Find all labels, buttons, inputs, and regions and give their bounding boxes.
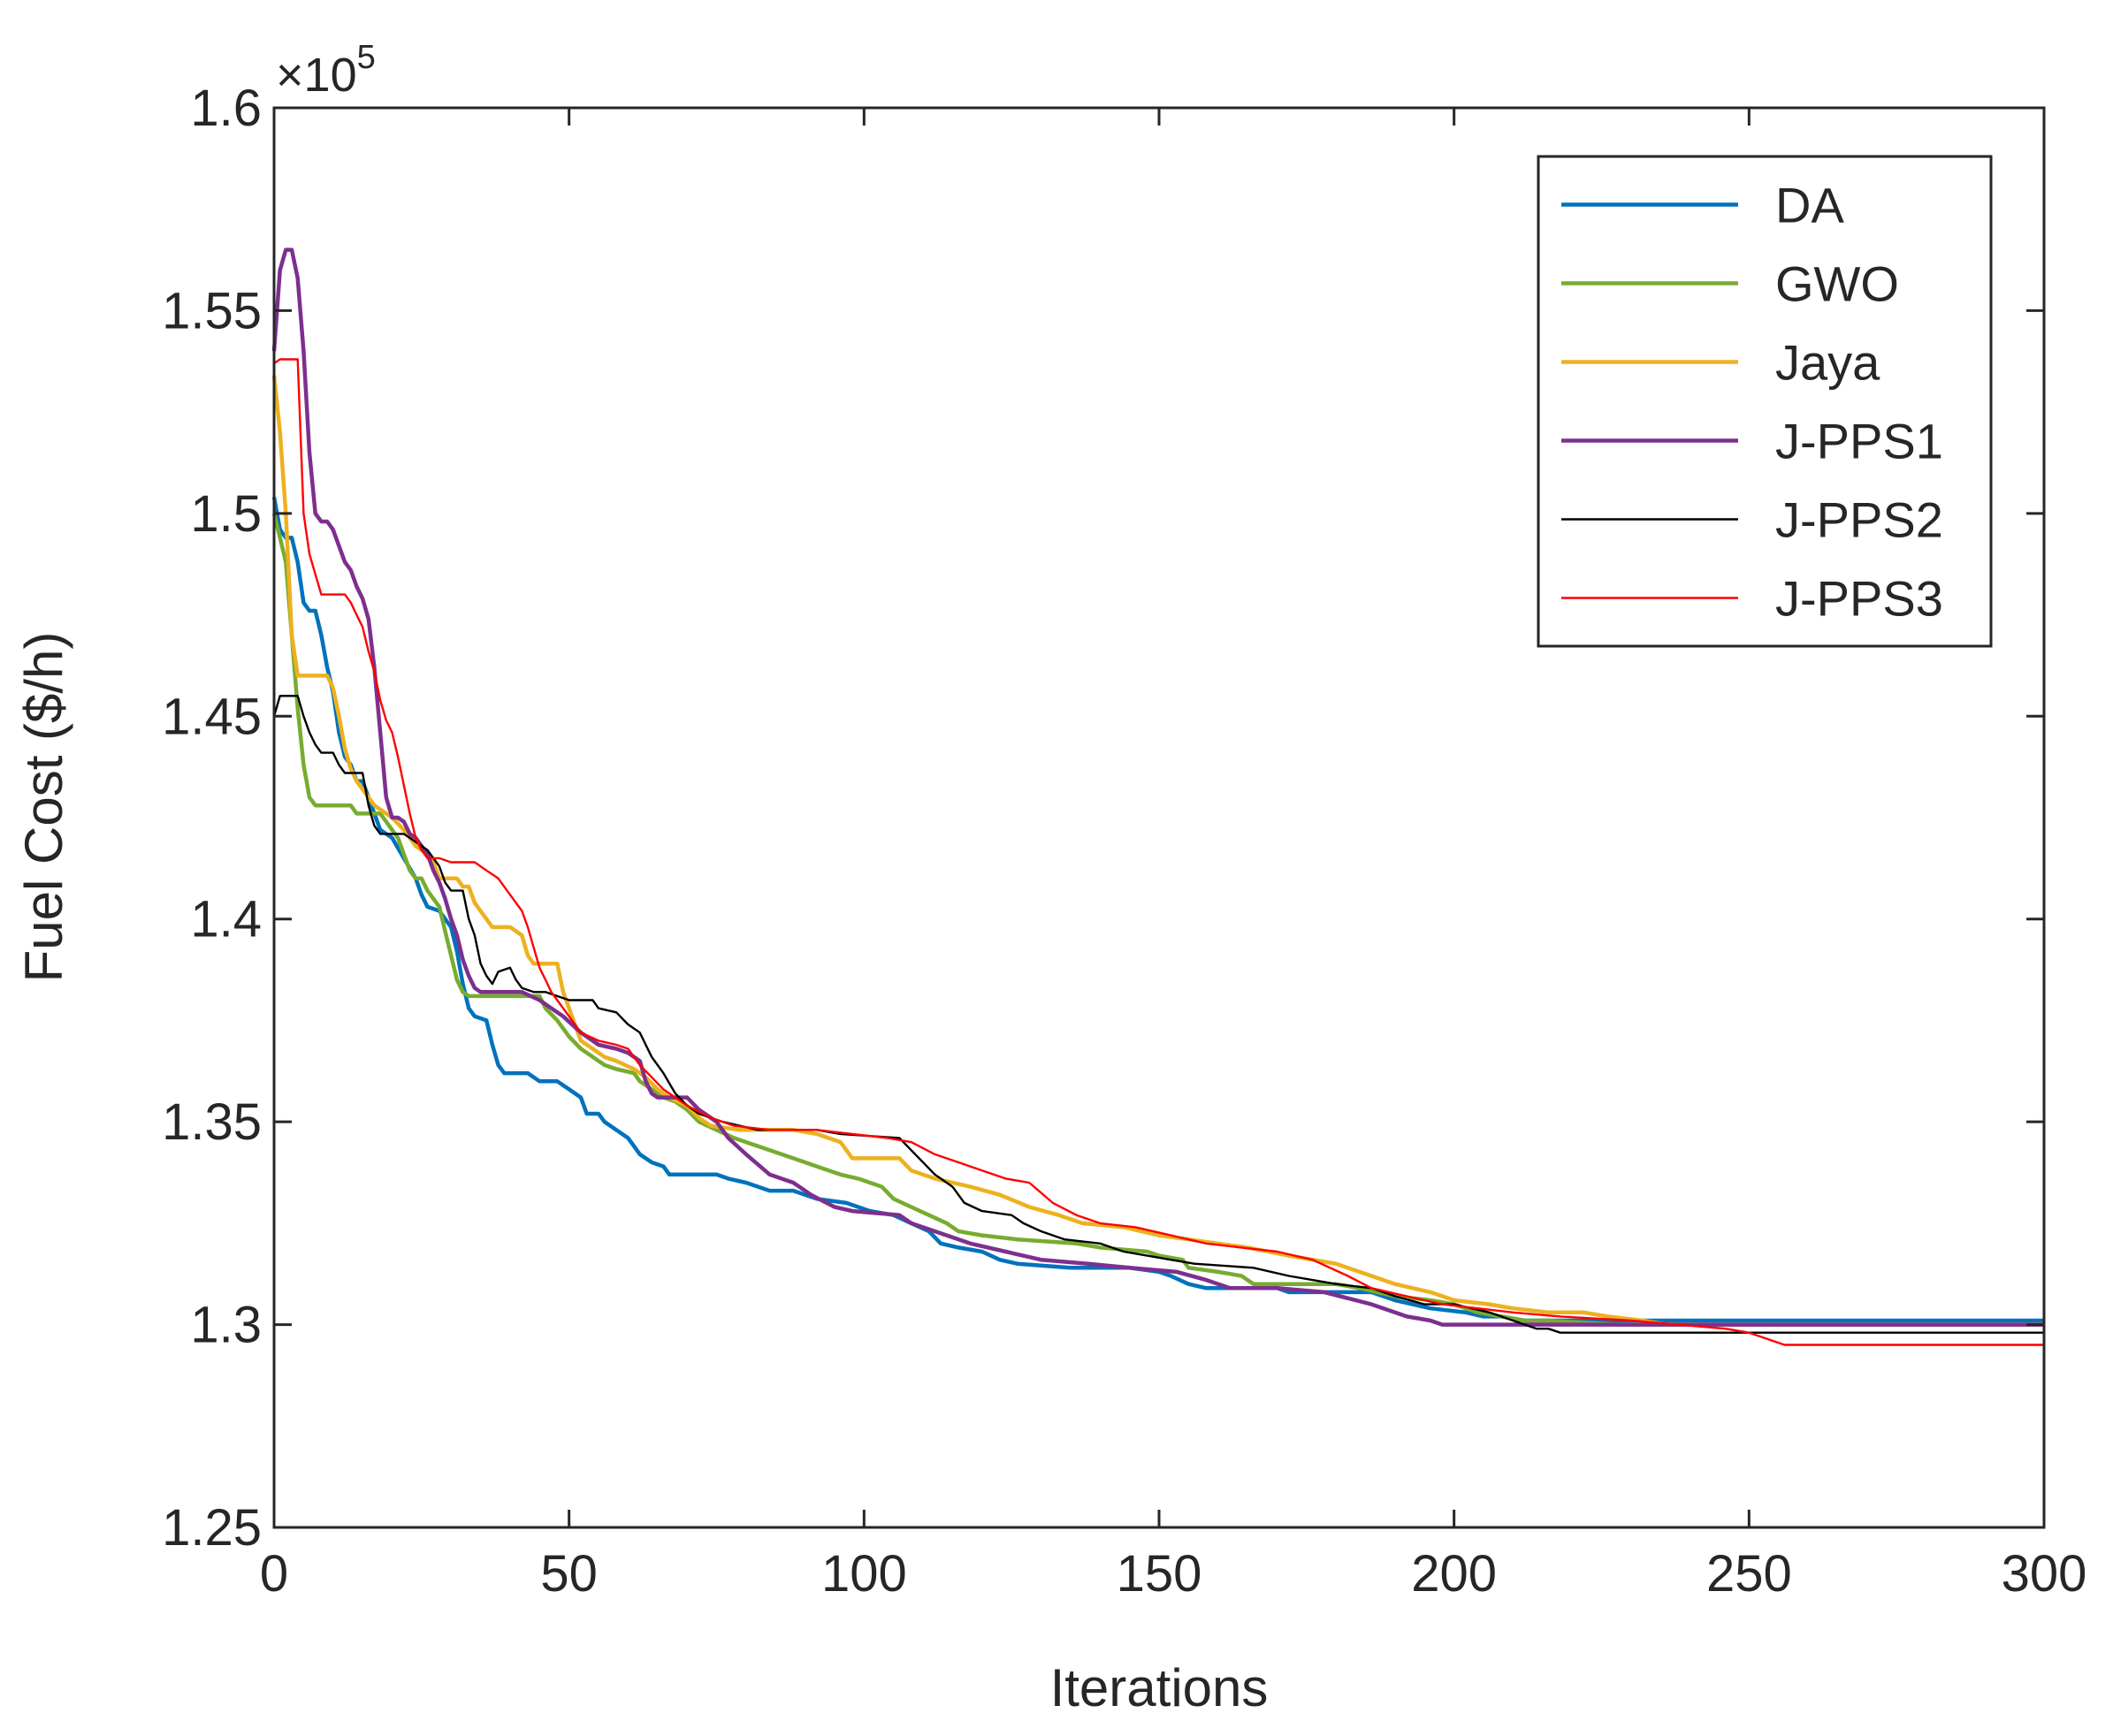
y-axis-label: Fuel Cost ($/h) bbox=[14, 632, 73, 983]
series-line-j-pps2 bbox=[272, 695, 2044, 1334]
x-tick-label: 0 bbox=[260, 1545, 288, 1603]
x-tick-label: 300 bbox=[2002, 1545, 2087, 1603]
y-tick-label: 1.6 bbox=[190, 80, 262, 137]
x-tick-label: 100 bbox=[821, 1545, 907, 1603]
y-tick-label: 1.4 bbox=[190, 891, 262, 948]
x-tick-label: 50 bbox=[540, 1545, 598, 1603]
legend: DA GWO Jaya J-PPS1 J-PPS2 J-PPS3 bbox=[1537, 155, 1993, 648]
series-lines bbox=[271, 247, 2044, 1346]
legend-label-da: DA bbox=[1775, 178, 1844, 233]
y-tick-label: 1.5 bbox=[190, 485, 262, 543]
y-tick-label: 1.3 bbox=[190, 1297, 262, 1354]
y-tick-label: 1.25 bbox=[162, 1499, 262, 1557]
legend-label-j-pps1: J-PPS1 bbox=[1775, 414, 1943, 469]
x-tick-label: 250 bbox=[1706, 1545, 1792, 1603]
tick-labels: 0 50 100 150 200 250 300 1.25 1.3 1.35 1.4 1.45 1.5 1… bbox=[162, 80, 2086, 1603]
legend-label-gwo: GWO bbox=[1775, 256, 1899, 312]
y-exponent-power: 5 bbox=[357, 39, 376, 76]
y-exponent-multiplier: ×105 bbox=[276, 39, 376, 102]
series-line-jaya bbox=[271, 375, 2044, 1327]
series-line-j-pps3 bbox=[273, 358, 2044, 1346]
y-tick-label: 1.55 bbox=[162, 282, 262, 339]
y-tick-label: 1.35 bbox=[162, 1093, 262, 1151]
series-line-gwo bbox=[271, 513, 2044, 1327]
legend-label-j-pps2: J-PPS2 bbox=[1775, 492, 1943, 548]
x-tick-label: 200 bbox=[1411, 1545, 1497, 1603]
y-tick-label: 1.45 bbox=[162, 688, 262, 745]
x-tick-label: 150 bbox=[1117, 1545, 1202, 1603]
tick-marks bbox=[272, 106, 2046, 1529]
series-line-j-pps1 bbox=[271, 247, 2044, 1327]
x-axis-label: Iterations bbox=[1050, 1658, 1269, 1717]
legend-label-jaya: Jaya bbox=[1775, 335, 1880, 391]
svg-text:×105: ×105 bbox=[276, 39, 376, 102]
legend-box bbox=[1537, 155, 1993, 648]
legend-label-j-pps3: J-PPS3 bbox=[1775, 571, 1943, 627]
y-exponent-base: ×10 bbox=[276, 49, 357, 102]
